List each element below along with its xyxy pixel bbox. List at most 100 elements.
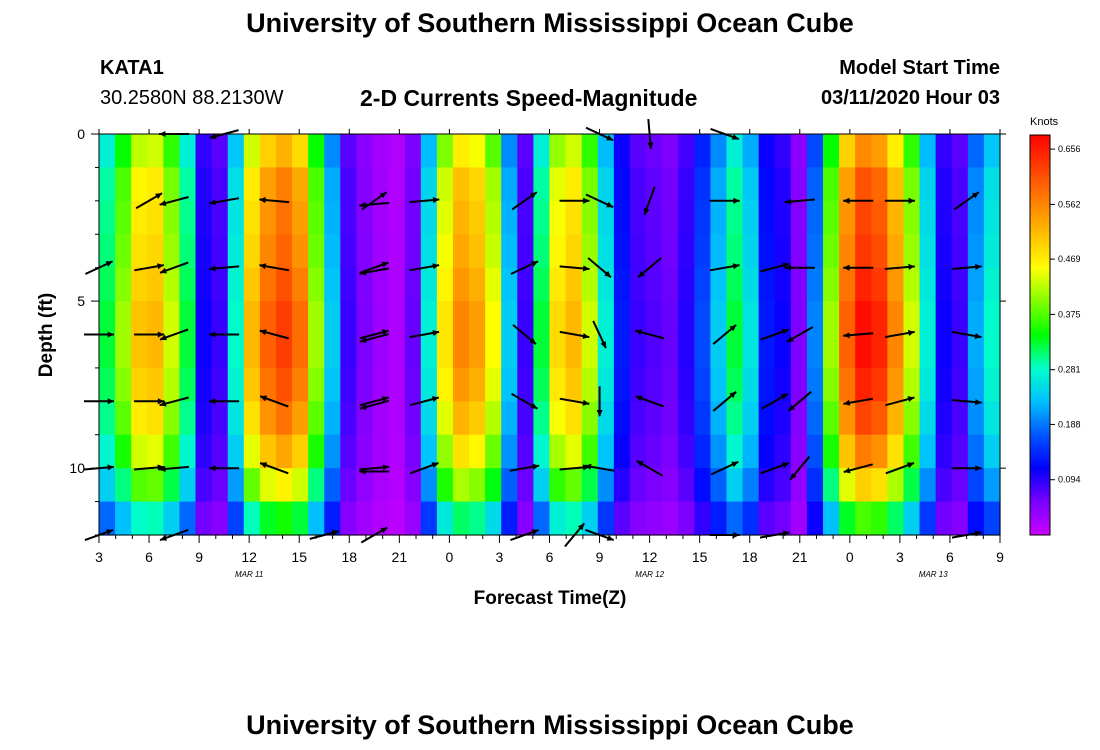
heatmap-cell (629, 167, 647, 202)
heatmap-cell (275, 200, 293, 235)
heatmap-cell (131, 134, 148, 169)
heatmap-cell (308, 301, 325, 336)
heatmap-cell (452, 501, 470, 536)
x-axis-title: Forecast Time(Z) (474, 588, 627, 609)
heatmap-cell (613, 234, 631, 269)
heatmap-cell (951, 301, 969, 336)
heatmap-cell (903, 367, 921, 402)
colorbar-labels: 0.656 0.562 0.469 0.375 0.281 0.188 0.094 (1050, 144, 1081, 485)
heatmap-cell (517, 301, 535, 336)
heatmap-cell (388, 167, 406, 202)
heatmap-cell (501, 134, 518, 169)
heatmap-cell (211, 200, 229, 235)
heatmap-cell (195, 234, 213, 269)
heatmap-cell (452, 200, 470, 235)
current-arrow (209, 265, 240, 272)
current-arrow (634, 329, 665, 340)
heatmap-cell (517, 234, 535, 269)
date-label: MAR 12 (635, 570, 664, 579)
current-arrow (884, 197, 915, 204)
heatmap-cell (871, 301, 888, 336)
heatmap-cell (340, 234, 358, 269)
heatmap-cell (259, 301, 277, 336)
heatmap-cell (404, 434, 422, 469)
heatmap-cell (758, 401, 776, 436)
heatmap-cell (99, 501, 116, 536)
current-arrow (409, 330, 440, 339)
heatmap-cell (404, 367, 422, 402)
heatmap-cell (887, 501, 905, 536)
heatmap-cell (919, 200, 937, 235)
x-tick-label: 0 (445, 549, 453, 565)
heatmap-cell (517, 434, 535, 469)
heatmap-cell (211, 367, 229, 402)
heatmap-cell (903, 301, 921, 336)
current-arrow (209, 197, 240, 206)
heatmap-cell (388, 334, 406, 369)
heatmap-cell (565, 134, 583, 169)
heatmap-cell (179, 200, 197, 235)
heatmap-cell (678, 501, 695, 536)
heatmap-cell (646, 267, 663, 302)
current-arrow (843, 463, 873, 474)
heatmap-cell (823, 501, 840, 536)
heatmap-cell (115, 200, 132, 235)
heatmap-cell (935, 367, 953, 402)
heatmap-cell (179, 434, 197, 469)
page-title: University of Southern Mississippi Ocean… (246, 8, 854, 38)
heatmap-cell (983, 434, 1001, 469)
heatmap-cell (308, 200, 325, 235)
heatmap-cell (758, 334, 776, 369)
heatmap-cell (243, 234, 261, 269)
heatmap-cell (179, 167, 197, 202)
heatmap-cell (629, 301, 647, 336)
heatmap-cell (275, 234, 293, 269)
heatmap-cell (259, 334, 277, 369)
heatmap-cell (259, 401, 277, 436)
heatmap-cell (259, 200, 277, 235)
heatmap-cell (147, 200, 164, 235)
heatmap-cell (742, 468, 760, 503)
colorbar-label: 0.656 (1058, 144, 1081, 154)
heatmap-cell (581, 367, 599, 402)
heatmap-cell (967, 301, 985, 336)
heatmap-cell (903, 334, 921, 369)
heatmap-cell (356, 434, 374, 469)
heatmap-cell (356, 301, 374, 336)
heatmap-cell (404, 267, 422, 302)
heatmap-cell (115, 334, 132, 369)
heatmap-cell (678, 367, 695, 402)
heatmap-cell (308, 367, 325, 402)
heatmap-cell (613, 501, 631, 536)
heatmap-cell (903, 134, 921, 169)
heatmap-cell (292, 167, 309, 202)
heatmap-cell (662, 401, 679, 436)
current-arrow (259, 462, 289, 475)
heatmap-cell (533, 234, 551, 269)
heatmap-cell (855, 501, 872, 536)
heatmap-cell (887, 367, 905, 402)
y-tick-label: 5 (77, 293, 85, 309)
current-arrow (587, 257, 612, 279)
heatmap-cell (388, 501, 406, 536)
heatmap-cell (372, 200, 390, 235)
heatmap-cell (533, 301, 551, 336)
heatmap-cell (774, 301, 792, 336)
heatmap-cell (951, 334, 969, 369)
heatmap-cell (469, 367, 486, 402)
heatmap-cell (404, 134, 422, 169)
heatmap-cell (163, 468, 181, 503)
heatmap-cell (436, 501, 454, 536)
heatmap-cell (613, 401, 631, 436)
heatmap-cell (485, 434, 502, 469)
current-arrow (359, 468, 390, 475)
heatmap-cell (694, 301, 711, 336)
heatmap-cell (308, 267, 325, 302)
heatmap-cell (935, 301, 953, 336)
heatmap-cell (211, 134, 229, 169)
heatmap-cell (179, 334, 197, 369)
heatmap-cell (243, 501, 261, 536)
x-tick-label: 18 (742, 549, 758, 565)
heatmap-cell (533, 468, 551, 503)
heatmap-cell (485, 234, 502, 269)
